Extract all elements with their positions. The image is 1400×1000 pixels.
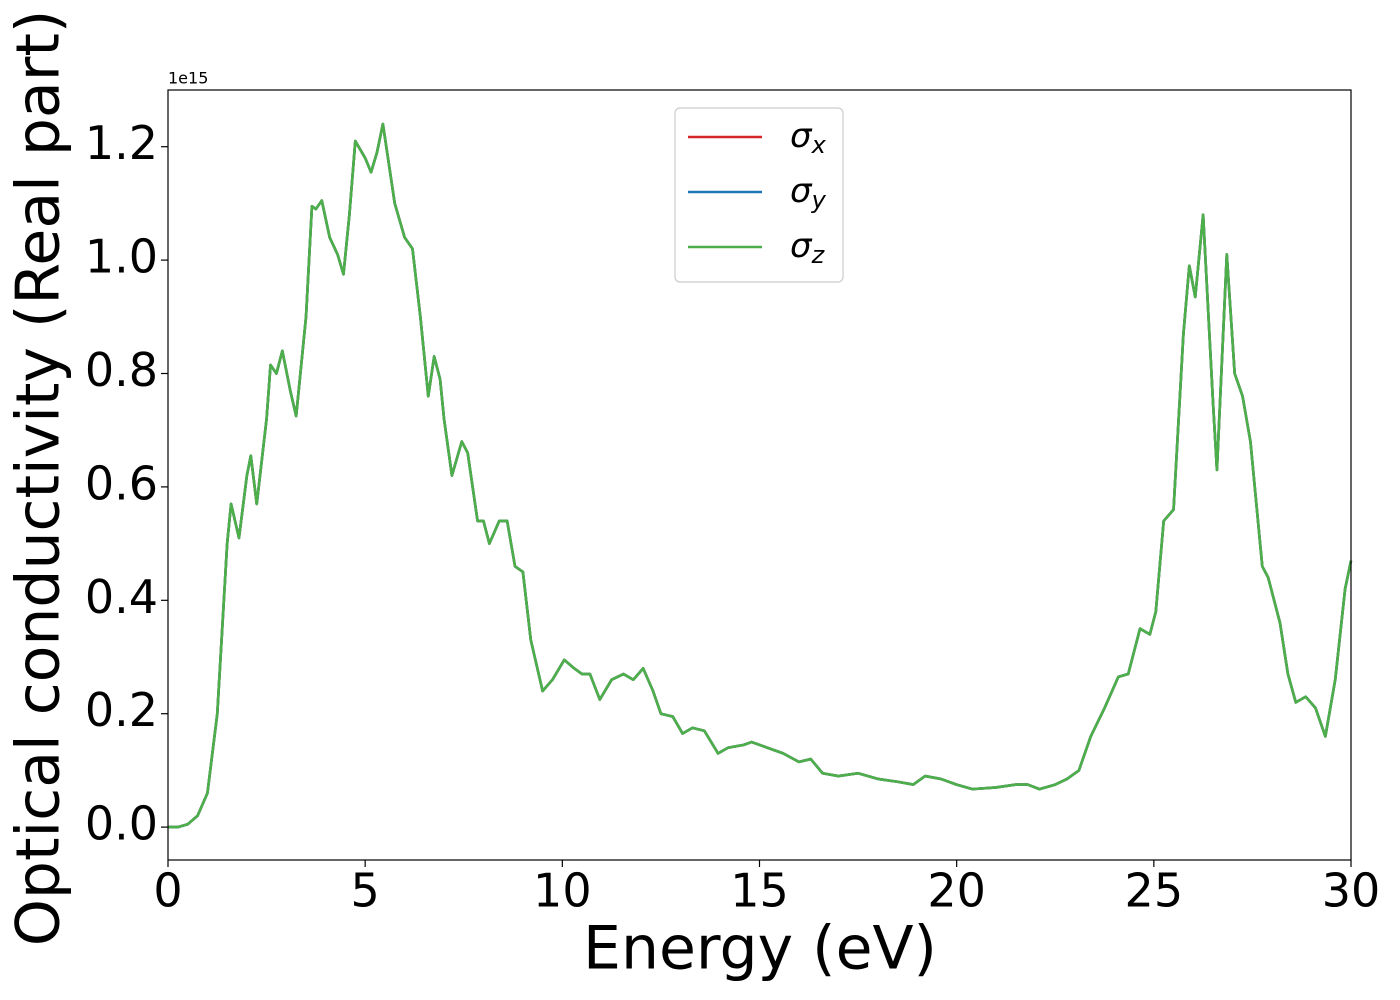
y-tick-label: 0.6 xyxy=(85,456,158,510)
series-line xyxy=(168,122,1353,829)
x-tick-label: 10 xyxy=(533,864,592,918)
legend-label: σy xyxy=(790,171,827,215)
x-tick-label: 25 xyxy=(1125,864,1184,918)
offset-label: 1e15 xyxy=(168,69,208,88)
x-tick-label: 0 xyxy=(153,864,182,918)
y-tick-label: 0.8 xyxy=(85,343,158,397)
legend-label: σz xyxy=(790,226,826,270)
x-tick-label: 30 xyxy=(1322,864,1381,918)
y-tick-label: 1.2 xyxy=(85,116,158,170)
y-axis-label: Optical conductivity (Real part) xyxy=(4,10,74,947)
x-tick-label: 15 xyxy=(730,864,789,918)
legend-box xyxy=(674,107,844,283)
legend-label: σx xyxy=(790,116,827,160)
x-tick-label: 5 xyxy=(351,864,380,918)
plot-frame xyxy=(167,89,1352,861)
y-tick-label: 0.4 xyxy=(85,570,158,624)
y-tick-label: 0.2 xyxy=(85,683,158,737)
y-tick-label: 0.0 xyxy=(85,797,158,851)
x-tick-label: 20 xyxy=(927,864,986,918)
x-axis-label: Energy (eV) xyxy=(583,914,937,984)
y-tick-label: 1.0 xyxy=(85,230,158,284)
